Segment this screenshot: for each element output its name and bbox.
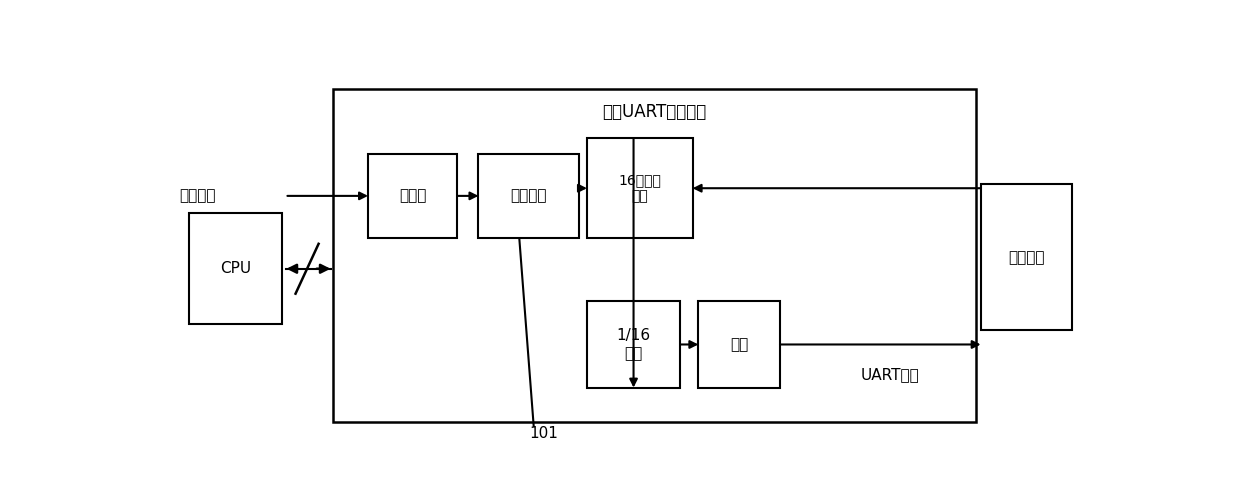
Bar — [368, 154, 457, 238]
Text: 1/16
分频: 1/16 分频 — [617, 328, 650, 361]
Text: 倍频器: 倍频器 — [399, 188, 426, 203]
Bar — [587, 301, 680, 387]
Text: 串口设备: 串口设备 — [1009, 249, 1044, 265]
Text: 16倍接收
采样: 16倍接收 采样 — [618, 173, 662, 203]
Text: CPU: CPU — [221, 261, 252, 276]
Text: 输入时钟: 输入时钟 — [178, 188, 216, 203]
Bar — [981, 184, 1072, 330]
Bar — [587, 138, 693, 238]
Text: 101: 101 — [529, 426, 558, 441]
Text: 发送: 发送 — [730, 337, 748, 352]
Text: 高速UART接口芯片: 高速UART接口芯片 — [602, 103, 706, 121]
Bar — [699, 301, 781, 387]
Bar — [478, 154, 580, 238]
Bar — [332, 89, 976, 422]
Text: UART串口: UART串口 — [860, 368, 919, 382]
Bar — [190, 213, 281, 324]
Text: 预分频器: 预分频器 — [510, 188, 548, 203]
